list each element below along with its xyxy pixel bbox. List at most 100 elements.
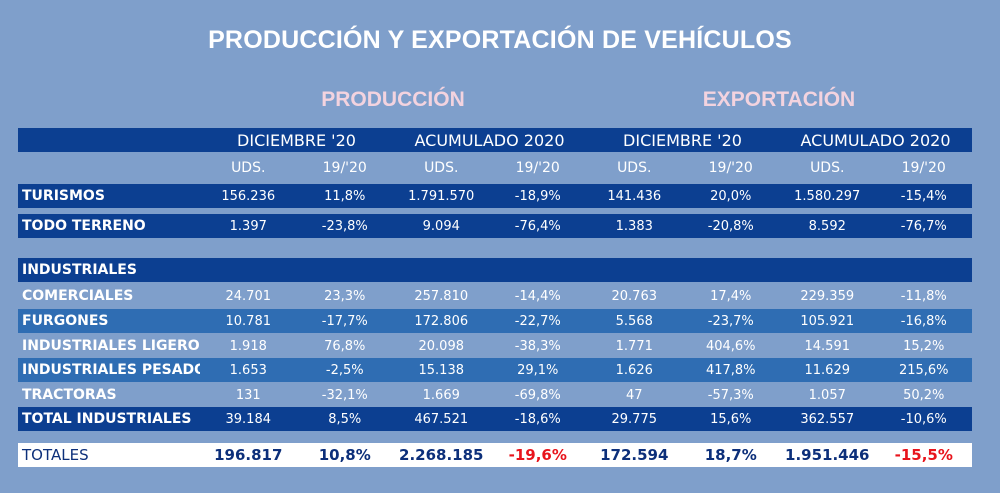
table-row: TODO TERRENO 1.397 -23,8% 9.094 -76,4% 1.383 -… — [18, 214, 972, 238]
table-cell: -23,7% — [707, 313, 754, 329]
table-cell: 8,5% — [328, 411, 362, 427]
section-produccion: PRODUCCIÓN — [321, 88, 465, 111]
table-cell: 1.791.570 — [408, 188, 475, 204]
table-cell: 5.568 — [615, 313, 653, 329]
table-cell: 14.591 — [804, 338, 851, 354]
table-cell: -2,5% — [325, 362, 364, 378]
table-cell: -15,5% — [894, 446, 953, 464]
table-cell: 172.594 — [600, 446, 669, 464]
table-cell: 15,2% — [903, 338, 945, 354]
column-subheader: UDS. — [231, 160, 266, 176]
table-cell: 131 — [235, 387, 261, 403]
table-cell: 10,8% — [318, 446, 371, 464]
table-cell: -10,6% — [900, 411, 947, 427]
table-cell: -18,9% — [514, 188, 561, 204]
table-cell: 1.653 — [229, 362, 267, 378]
table-cell: 50,2% — [903, 387, 945, 403]
row-label: INDUSTRIALES — [22, 262, 137, 278]
column-subheader: UDS. — [810, 160, 845, 176]
subheader-row: UDS. 19/'20 UDS. 19/'20 UDS. 19/'20 UDS. 19/'20 — [18, 156, 972, 180]
table-cell: 10.781 — [225, 313, 272, 329]
table-cell: 20,0% — [710, 188, 752, 204]
table-row: FURGONES 10.781 -17,7% 172.806 -22,7% 5.568 -2… — [18, 309, 972, 333]
column-subheader: 19/'20 — [515, 160, 560, 176]
table-cell: 362.557 — [800, 411, 855, 427]
table-row: COMERCIALES 24.701 23,3% 257.810 -14,4% 20.76… — [18, 284, 972, 308]
row-label: INDUSTRIALES LIGEROS — [22, 338, 200, 354]
table-cell: 105.921 — [800, 313, 855, 329]
table-cell: -22,7% — [514, 313, 561, 329]
table-row: TRACTORAS 131 -32,1% 1.669 -69,8% 47 -57,3% 1.0… — [18, 383, 972, 407]
page-title: PRODUCCIÓN Y EXPORTACIÓN DE VEHÍCULOS — [208, 26, 792, 54]
table-cell: -15,4% — [900, 188, 947, 204]
table-cell: -32,1% — [321, 387, 368, 403]
column-subheader: 19/'20 — [901, 160, 946, 176]
table-cell: 24.701 — [225, 288, 272, 304]
table-cell: 156.236 — [221, 188, 276, 204]
period-header: DICIEMBRE '20 — [237, 130, 356, 150]
table-row: TOTAL INDUSTRIALES 39.184 8,5% 467.521 -18,6… — [18, 407, 972, 431]
table-cell: -76,4% — [514, 218, 561, 234]
column-subheader: 19/'20 — [708, 160, 753, 176]
table-cell: 172.806 — [414, 313, 469, 329]
table-cell: 11.629 — [804, 362, 851, 378]
table-cell: 229.359 — [800, 288, 855, 304]
table-cell: -76,7% — [900, 218, 947, 234]
table-cell: 23,3% — [324, 288, 366, 304]
table-cell: -16,8% — [900, 313, 947, 329]
table-cell: -19,6% — [508, 446, 567, 464]
table-cell: 1.626 — [615, 362, 653, 378]
table-cell: 215,6% — [898, 362, 949, 378]
table-cell: 29,1% — [517, 362, 559, 378]
table-cell: -57,3% — [707, 387, 754, 403]
table-cell: 9.094 — [422, 218, 460, 234]
table-cell: 141.436 — [607, 188, 662, 204]
row-label: TODO TERRENO — [22, 218, 146, 234]
table-cell: -23,8% — [321, 218, 368, 234]
table-cell: 467.521 — [414, 411, 469, 427]
table-cell: 11,8% — [324, 188, 366, 204]
section-exportacion: EXPORTACIÓN — [702, 88, 856, 111]
table-cell: -20,8% — [707, 218, 754, 234]
table-row: INDUSTRIALES LIGEROS 1.918 76,8% 20.098 -38,… — [18, 334, 972, 358]
table-cell: 15,6% — [710, 411, 752, 427]
period-header: ACUMULADO 2020 — [414, 130, 565, 150]
table-cell: 29.775 — [611, 411, 658, 427]
table-cell: 17,4% — [710, 288, 752, 304]
column-subheader: UDS. — [617, 160, 652, 176]
table-cell: 8.592 — [808, 218, 846, 234]
table-cell: 15.138 — [418, 362, 465, 378]
table-cell: 39.184 — [225, 411, 272, 427]
row-label: INDUSTRIALES PESADOS — [22, 362, 200, 378]
table-cell: 76,8% — [324, 338, 366, 354]
table-cell: 1.383 — [615, 218, 653, 234]
table-row: TOTALES 196.817 10,8% 2.268.185 -19,6% 172.59… — [18, 443, 972, 467]
period-header: ACUMULADO 2020 — [800, 130, 951, 150]
row-label: TURISMOS — [22, 188, 105, 204]
table-cell: 1.771 — [615, 338, 653, 354]
table-cell: 20.763 — [611, 288, 658, 304]
table-cell: 20.098 — [418, 338, 465, 354]
table-cell: 196.817 — [214, 446, 283, 464]
table-cell: 1.669 — [422, 387, 460, 403]
table-cell: 404,6% — [705, 338, 756, 354]
row-label: COMERCIALES — [22, 288, 134, 304]
column-subheader: UDS. — [424, 160, 459, 176]
table-row: INDUSTRIALES PESADOS 1.653 -2,5% 15.138 29,1… — [18, 358, 972, 382]
table-cell: 1.580.297 — [794, 188, 861, 204]
table-cell: -38,3% — [514, 338, 561, 354]
row-label: TOTALES — [22, 446, 89, 464]
table-row: TURISMOS 156.236 11,8% 1.791.570 -18,9% 141.4… — [18, 184, 972, 208]
table-row: INDUSTRIALES — [18, 258, 972, 282]
table-cell: 1.397 — [229, 218, 267, 234]
column-subheader: 19/'20 — [322, 160, 367, 176]
table-cell: 2.268.185 — [399, 446, 484, 464]
table-cell: -69,8% — [514, 387, 561, 403]
table-cell: -11,8% — [900, 288, 947, 304]
table-cell: -17,7% — [321, 313, 368, 329]
table-cell: 47 — [625, 387, 643, 403]
table-cell: 1.057 — [808, 387, 846, 403]
period-header-row: DICIEMBRE '20 ACUMULADO 2020 DICIEMBRE '… — [18, 128, 972, 152]
table-cell: 1.918 — [229, 338, 267, 354]
row-label: TOTAL INDUSTRIALES — [22, 411, 192, 427]
